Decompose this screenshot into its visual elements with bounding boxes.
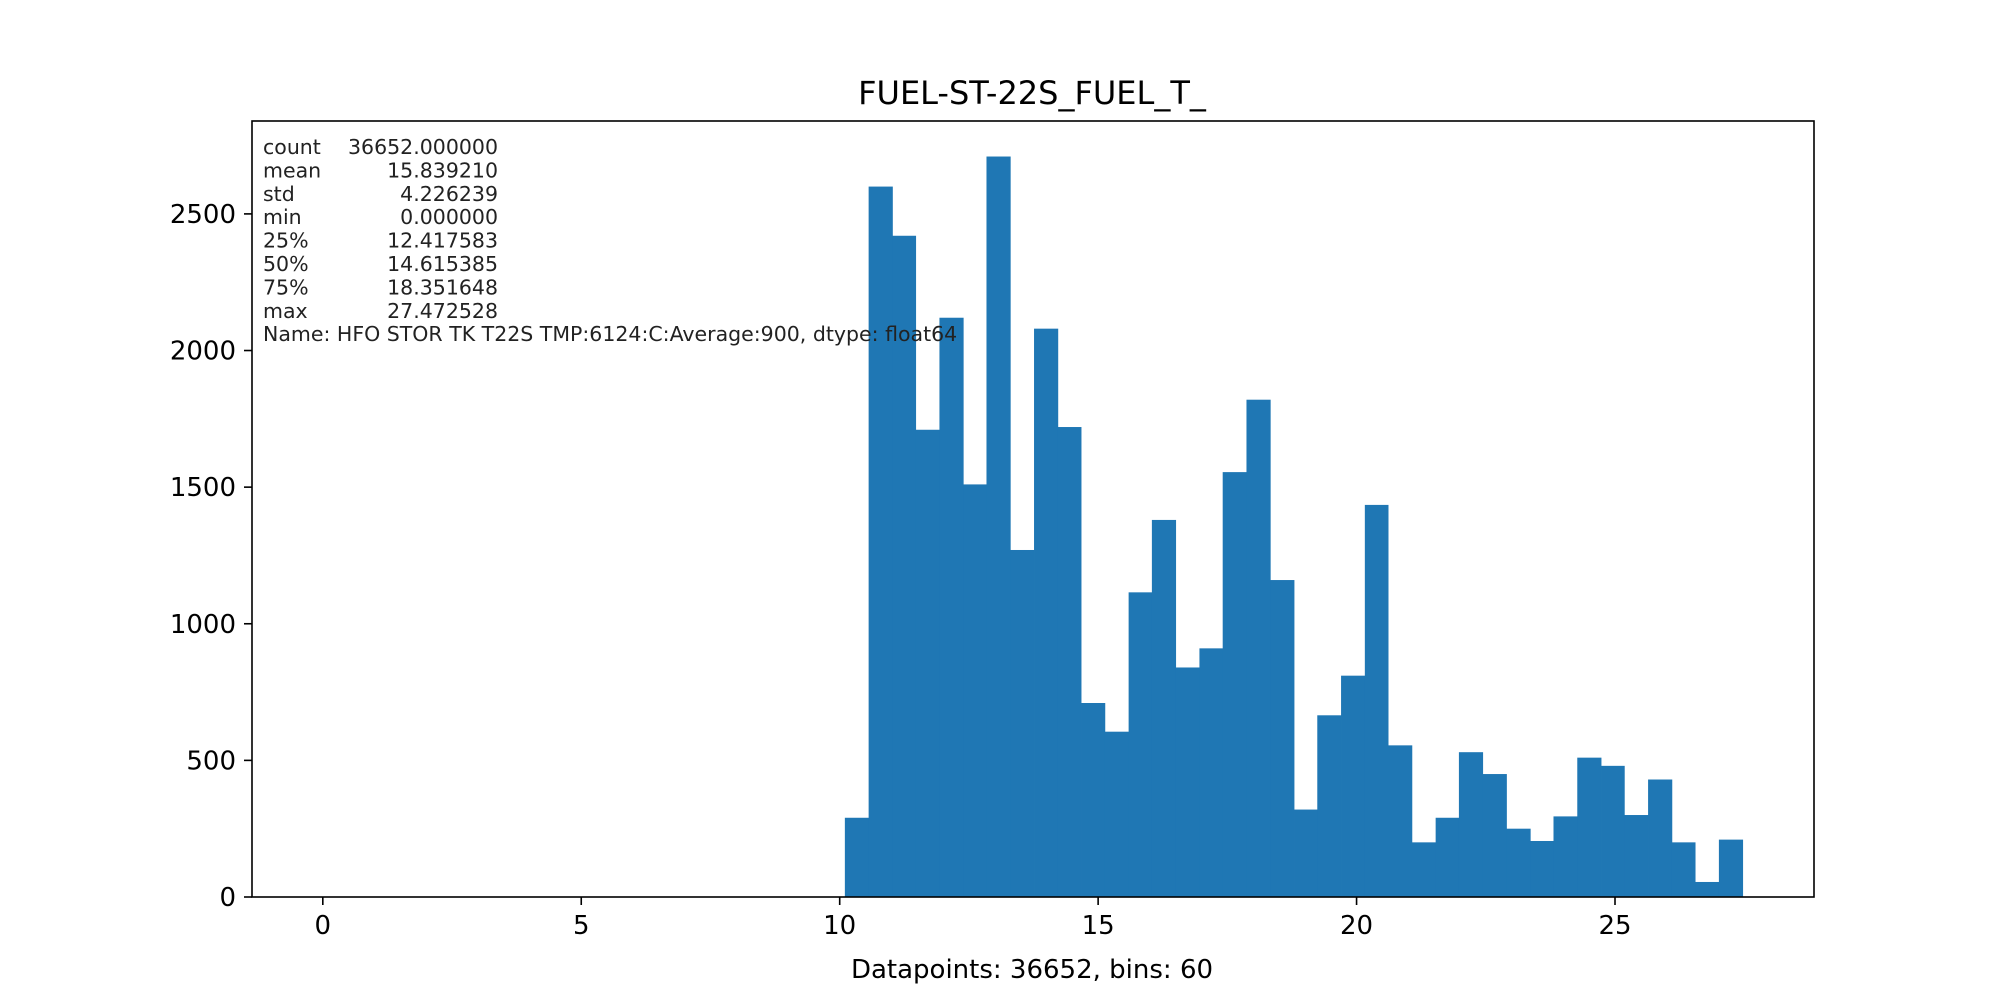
histogram-bar-18 xyxy=(1270,580,1295,897)
stats-line: max 27.472528 xyxy=(263,299,498,323)
histogram-bar-12 xyxy=(1128,592,1153,897)
stats-line: count 36652.000000 xyxy=(263,135,498,159)
stats-line: std 4.226239 xyxy=(263,182,498,206)
histogram-bar-7 xyxy=(1010,549,1035,897)
histogram-bar-22 xyxy=(1364,504,1389,897)
y-axis-ticks: 0 500 1000 1500 2000 2500 xyxy=(170,200,252,913)
histogram-bar-35 xyxy=(1671,842,1696,897)
histogram-bar-0 xyxy=(844,817,870,897)
histogram-bar-23 xyxy=(1388,745,1413,897)
x-axis-label: Datapoints: 36652, bins: 60 xyxy=(851,955,1213,985)
histogram-bar-6 xyxy=(986,156,1011,898)
histogram-bar-20 xyxy=(1317,715,1342,897)
histogram-bar-1 xyxy=(868,186,893,898)
histogram-bar-21 xyxy=(1341,675,1366,897)
x-tick-label: 10 xyxy=(823,911,856,941)
histogram-bar-27 xyxy=(1482,774,1507,897)
histogram-bar-33 xyxy=(1624,815,1649,897)
histogram-bar-29 xyxy=(1530,840,1554,897)
histogram-bar-30 xyxy=(1553,816,1578,897)
x-axis-ticks: 0 5 10 15 20 25 xyxy=(315,897,1632,941)
x-tick-label: 0 xyxy=(315,911,332,941)
y-tick-label: 2000 xyxy=(170,337,236,367)
histogram-bar-10 xyxy=(1081,703,1106,897)
y-tick-label: 1500 xyxy=(170,473,236,503)
histogram-bar-31 xyxy=(1577,757,1602,897)
stats-line: Name: HFO STOR TK T22S TMP:6124:C:Averag… xyxy=(263,322,957,346)
y-tick-label: 1000 xyxy=(170,610,236,640)
chart-title: FUEL-ST-22S_FUEL_T_ xyxy=(858,74,1207,112)
histogram-bar-13 xyxy=(1151,519,1177,897)
bars-layer xyxy=(844,156,1744,898)
y-tick-label: 2500 xyxy=(170,200,236,230)
histogram-bar-3 xyxy=(915,429,940,897)
x-tick-label: 5 xyxy=(573,911,590,941)
histogram-bar-14 xyxy=(1175,667,1200,897)
histogram-bar-24 xyxy=(1411,842,1437,897)
histogram-bar-36 xyxy=(1695,881,1720,897)
histogram-bar-15 xyxy=(1199,648,1224,897)
y-tick-label: 500 xyxy=(186,746,236,776)
y-tick-label: 0 xyxy=(219,883,236,913)
histogram-bar-2 xyxy=(892,235,917,897)
histogram-bar-8 xyxy=(1034,328,1059,897)
x-tick-label: 25 xyxy=(1598,911,1631,941)
stats-line: min 0.000000 xyxy=(263,205,498,229)
stats-line: 25% 12.417583 xyxy=(263,229,498,253)
histogram-bar-9 xyxy=(1057,427,1082,897)
histogram-bar-34 xyxy=(1648,779,1673,897)
x-tick-label: 20 xyxy=(1340,911,1373,941)
histogram-bar-32 xyxy=(1601,765,1625,897)
histogram-bar-19 xyxy=(1294,809,1318,897)
histogram-bar-16 xyxy=(1222,472,1247,897)
histogram-bar-26 xyxy=(1458,752,1484,897)
histogram-bar-28 xyxy=(1506,828,1531,897)
axes-frame xyxy=(251,120,1815,898)
histogram-bar-11 xyxy=(1104,731,1130,897)
stats-line: mean 15.839210 xyxy=(263,158,498,182)
histogram-bar-5 xyxy=(963,484,987,897)
stats-line: 75% 18.351648 xyxy=(263,275,498,299)
histogram-bar-25 xyxy=(1435,817,1460,897)
x-tick-label: 15 xyxy=(1082,911,1115,941)
stats-line: 50% 14.615385 xyxy=(263,252,498,276)
histogram-bar-17 xyxy=(1246,399,1271,897)
histogram-bar-4 xyxy=(939,317,964,897)
histogram-bar-37 xyxy=(1718,839,1744,897)
